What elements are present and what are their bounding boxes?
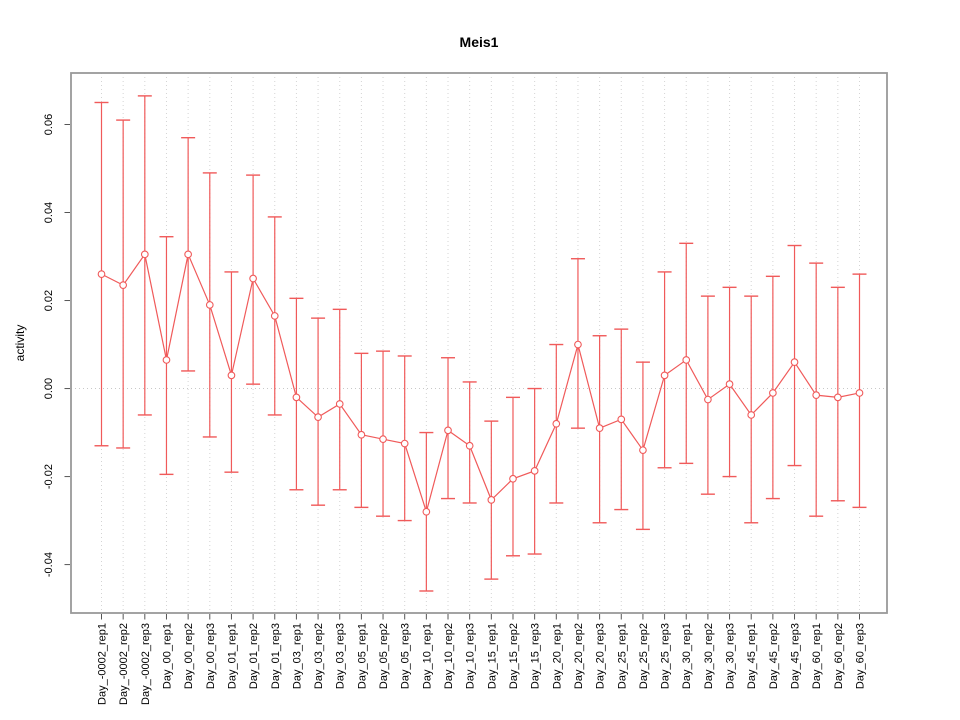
data-point — [444, 426, 452, 435]
x-tick-label: Day_45_rep2 — [768, 623, 780, 689]
data-point — [292, 393, 301, 402]
data-point — [140, 250, 149, 259]
data-point — [400, 439, 409, 448]
x-tick-label: Day_01_rep1 — [226, 623, 238, 689]
data-point — [530, 466, 539, 475]
x-tick-label: Day_00_rep3 — [205, 623, 217, 689]
y-tick-label: 0.04 — [43, 202, 55, 223]
data-point — [509, 474, 517, 483]
series-line — [101, 252, 860, 514]
x-tick-label: Day_25_rep1 — [616, 623, 628, 689]
x-tick-label: Day_20_rep2 — [573, 623, 585, 689]
x-tick-label: Day_05_rep3 — [400, 623, 412, 689]
y-tick-label: 0.06 — [43, 114, 55, 135]
data-point — [249, 274, 257, 283]
x-tick-label: Day_01_rep3 — [270, 623, 282, 689]
x-tick-label: Day_15_rep3 — [530, 623, 542, 689]
x-tick-label: Day_05_rep1 — [356, 623, 368, 689]
x-tick-label: Day_60_rep2 — [833, 623, 845, 689]
data-point — [314, 413, 322, 422]
x-tick-label: Day_10_rep1 — [421, 623, 433, 689]
x-tick-label: Day_20_rep1 — [551, 623, 563, 689]
data-point — [704, 395, 712, 404]
data-point — [335, 400, 344, 408]
x-tick-label: Day_30_rep3 — [725, 623, 737, 689]
x-tick-label: Day_15_rep1 — [486, 623, 498, 689]
data-point — [162, 356, 171, 364]
x-tick-label: Day_25_rep3 — [660, 623, 672, 689]
data-point — [617, 415, 626, 424]
data-point — [833, 393, 842, 402]
data-point — [769, 389, 777, 397]
x-tick-label: Day_60_rep1 — [811, 623, 823, 689]
x-tick-label: Day_00_rep1 — [161, 623, 173, 689]
data-point — [379, 435, 387, 444]
data-point — [682, 356, 691, 364]
x-tick-label: Day_10_rep2 — [443, 623, 455, 689]
x-tick-label: Day_00_rep2 — [183, 623, 195, 689]
x-tick-label: Day_01_rep2 — [248, 623, 260, 689]
data-point — [119, 281, 128, 289]
data-point — [205, 301, 214, 309]
data-point — [270, 312, 279, 320]
data-point — [465, 441, 474, 450]
chart-title: Meis1 — [460, 34, 499, 50]
data-point — [725, 380, 734, 388]
x-tick-label: Day_45_rep1 — [746, 623, 758, 689]
x-tick-label: Day_25_rep2 — [638, 623, 650, 689]
x-tick-label: Day_-0002_rep1 — [97, 623, 109, 705]
data-point — [747, 411, 756, 419]
data-point — [97, 270, 106, 278]
data-point — [595, 424, 604, 433]
x-tick-label: Day_30_rep2 — [703, 623, 715, 689]
y-axis-label: activity — [13, 325, 27, 362]
data-point — [574, 340, 582, 349]
y-tick-label: 0.00 — [43, 378, 55, 399]
x-tick-label: Day_15_rep2 — [508, 623, 520, 689]
plot-frame — [70, 72, 888, 614]
x-tick-label: Day_-0002_rep3 — [140, 623, 152, 705]
y-tick-label: -0.02 — [43, 464, 55, 489]
x-tick-label: Day_60_rep3 — [855, 623, 867, 689]
y-tick-label: 0.02 — [43, 290, 55, 311]
x-tick-label: Day_10_rep3 — [465, 623, 477, 689]
x-tick-label: Day_20_rep3 — [595, 623, 607, 689]
x-tick-label: Day_-0002_rep2 — [118, 623, 130, 705]
data-point — [660, 371, 669, 380]
x-tick-label: Day_05_rep2 — [378, 623, 390, 689]
x-tick-label: Day_03_rep2 — [313, 623, 325, 689]
data-point — [790, 358, 799, 366]
x-tick-label: Day_45_rep3 — [790, 623, 802, 689]
data-point — [487, 496, 496, 504]
data-point — [227, 371, 236, 380]
x-tick-label: Day_03_rep3 — [335, 623, 347, 689]
data-point — [812, 391, 821, 400]
y-tick-label: -0.04 — [43, 552, 55, 577]
x-tick-label: Day_30_rep1 — [681, 623, 693, 689]
data-point — [184, 250, 192, 259]
data-point — [552, 419, 561, 428]
data-point — [639, 446, 647, 455]
x-tick-label: Day_03_rep1 — [291, 623, 303, 689]
data-point — [855, 389, 864, 397]
data-point — [422, 507, 431, 516]
data-point — [357, 430, 366, 439]
